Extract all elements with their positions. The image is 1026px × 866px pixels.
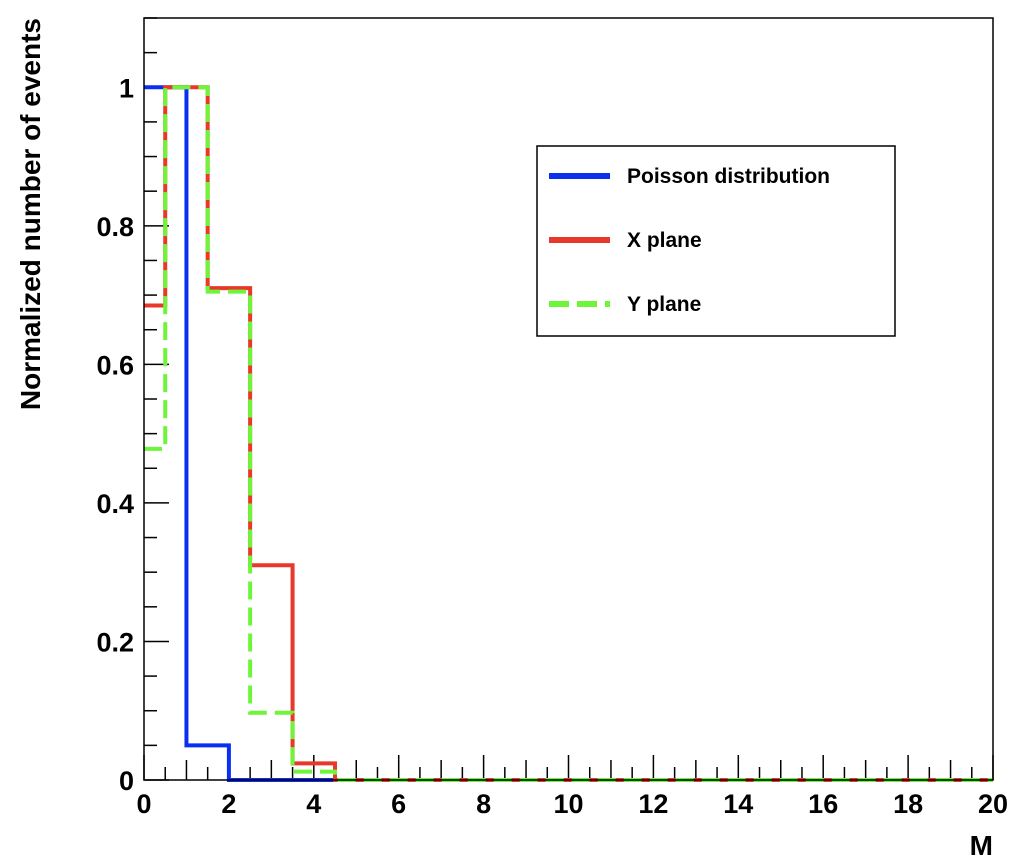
x-tick-label: 10 [553,789,583,819]
legend-entry-label: Poisson distribution [627,165,830,188]
y-tick-label: 0.6 [96,350,134,380]
x-tick-label: 18 [893,789,923,819]
y-tick-label: 0.8 [96,212,134,242]
y-tick-label: 0.2 [96,627,134,657]
axis-ticks [143,17,994,781]
x-tick-label: 0 [136,789,151,819]
legend-entry-label: X plane [627,229,702,252]
x-tick-label: 20 [978,789,1008,819]
x-tick-label: 12 [638,789,668,819]
y-tick-label: 1 [119,73,134,103]
x-tick-label: 4 [306,789,321,819]
y-tick-label: 0 [119,766,134,796]
x-tick-label: 6 [391,789,406,819]
x-tick-label: 14 [723,789,753,819]
legend: Poisson distribution X plane Y plane [536,145,896,337]
y-tick-label: 0.4 [96,489,134,519]
x-tick-label: 16 [808,789,838,819]
x-axis-title: M [970,830,993,861]
plot-frame [143,17,994,781]
tick-labels: 0 2 4 6 8 10 12 14 16 18 20 0 0.2 0.4 0.6 0.8 1 [96,73,1008,819]
x-tick-label: 8 [476,789,491,819]
x-tick-label: 2 [221,789,236,819]
legend-entry-label: Y plane [627,293,701,316]
y-axis-title: Normalized number of events [15,18,46,410]
